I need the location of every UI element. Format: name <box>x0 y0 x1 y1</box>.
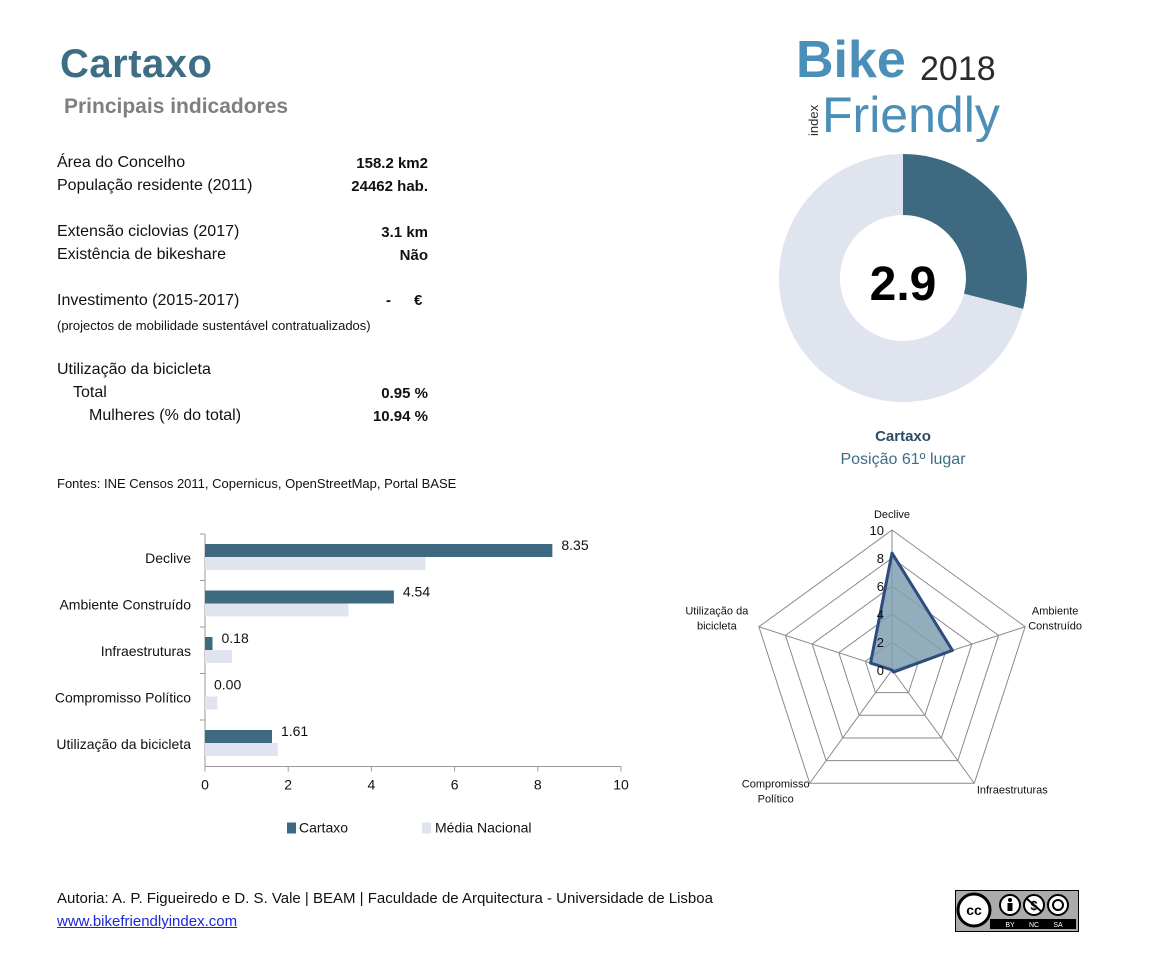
bar-cartaxo <box>205 590 394 604</box>
bar-category-label: Compromisso Político <box>55 690 191 706</box>
bikeshare-label: Existência de bikeshare <box>57 246 226 263</box>
radar-axis-label: Construído <box>1028 621 1082 633</box>
radar-axis-label: Utilização da <box>685 606 749 618</box>
donut-score-segment <box>903 154 1027 309</box>
investment-value: - <box>386 292 391 309</box>
radar-grid-ring <box>811 585 973 739</box>
footer-authors: Autoria: A. P. Figueiredo e D. S. Vale |… <box>57 890 713 907</box>
legend-swatch-cartaxo <box>287 822 296 834</box>
nc-icon: $ <box>1023 894 1045 916</box>
radar-tick-label: 6 <box>877 579 884 594</box>
page-subtitle: Principais indicadores <box>64 95 289 118</box>
bar-category-label: Declive <box>145 550 191 566</box>
radar-tick-label: 10 <box>870 523 884 538</box>
bar-media-nacional <box>205 696 218 710</box>
bar-data-label: 1.61 <box>281 723 308 739</box>
bar-category-label: Utilização da bicicleta <box>56 736 191 752</box>
bar-media-nacional <box>205 743 278 756</box>
radar-spoke <box>891 669 975 784</box>
area-value: 158.2 km2 <box>356 155 428 172</box>
license-badge: cc $ BY NC SA <box>955 890 1079 932</box>
svg-text:cc: cc <box>966 902 982 918</box>
bar-x-tick-label: 6 <box>451 777 459 793</box>
by-icon <box>999 894 1021 916</box>
bar-x-tick-label: 0 <box>201 777 209 793</box>
bar-x-tick-label: 8 <box>534 777 542 793</box>
nc-label: NC <box>1029 922 1039 929</box>
bar-chart: 0 2 4 6 8 10 Declive 8.35 Ambiente Construído 4.5… <box>55 533 629 836</box>
bike-friendly-logo: Bike 2018 index Friendly <box>782 31 1036 143</box>
logo-year: 2018 <box>920 50 996 88</box>
bar-x-tick-label: 2 <box>284 777 292 793</box>
score-donut: 2.9 <box>779 154 1027 402</box>
radar-tick-label: 2 <box>877 635 884 650</box>
bar-category-label: Ambiente Construído <box>59 597 191 613</box>
radar-axis-label: Político <box>758 793 794 805</box>
radar-tick-label: 8 <box>877 551 884 566</box>
investment-label: Investimento (2015-2017) <box>57 292 240 309</box>
sa-label: SA <box>1053 922 1063 929</box>
bar-cartaxo <box>205 637 213 650</box>
usage-women-value: 10.94 % <box>372 408 428 425</box>
area-label: Área do Concelho <box>57 154 186 171</box>
usage-total-value: 0.95 % <box>381 385 428 402</box>
by-label: BY <box>1005 922 1015 929</box>
donut-remaining-segment <box>779 154 1024 402</box>
website-link[interactable]: www.bikefriendlyindex.com <box>57 913 238 930</box>
usage-women-label: Mulheres (% do total) <box>89 407 242 424</box>
legend-label-media: Média Nacional <box>435 820 532 836</box>
page-title: Cartaxo <box>60 42 213 86</box>
cycleways-label: Extensão ciclovias (2017) <box>57 223 240 240</box>
usage-total-label: Total <box>73 384 107 401</box>
radar-series-cartaxo <box>869 551 954 674</box>
bikeshare-value: Não <box>399 247 428 264</box>
bar-data-label: 8.35 <box>561 537 588 553</box>
bar-category-label: Infraestruturas <box>101 643 191 659</box>
bar-data-label: 0.00 <box>214 677 241 693</box>
legend-label-cartaxo: Cartaxo <box>299 820 348 836</box>
bar-cartaxo <box>205 544 553 557</box>
radar-tick-label: 4 <box>877 607 884 622</box>
radar-grid-ring <box>758 529 1026 784</box>
bar-media-nacional <box>205 557 426 570</box>
radar-grid-ring <box>784 557 1000 762</box>
bar-x-tick-label: 4 <box>368 777 376 793</box>
cc-icon: cc <box>956 892 992 928</box>
score-municipality: Cartaxo <box>875 428 931 445</box>
bar-x-tick-label: 10 <box>613 777 629 793</box>
bar-data-label: 4.54 <box>403 584 430 600</box>
population-label: População residente (2011) <box>57 177 253 194</box>
radar-spoke <box>809 669 893 784</box>
bar-cartaxo <box>205 730 272 743</box>
radar-axis-label: Declive <box>874 509 910 521</box>
usage-title: Utilização da bicicleta <box>57 361 211 378</box>
radar-axis-label: Infraestruturas <box>977 784 1048 796</box>
legend-swatch-media <box>422 822 431 834</box>
population-value: 24462 hab. <box>351 178 428 195</box>
radar-tick-label: 0 <box>877 663 884 678</box>
radar-axis-label: Compromisso <box>742 778 810 790</box>
logo-word-friendly: Friendly <box>822 87 1000 142</box>
investment-note: (projectos de mobilidade sustentável con… <box>57 318 371 333</box>
radar-chart: 0 2 4 6 8 10 Declive Ambiente Construído Infraest… <box>685 509 1082 805</box>
cycleways-value: 3.1 km <box>381 224 428 241</box>
radar-axis-label: bicicleta <box>697 621 738 633</box>
score-rank: Posição 61º lugar <box>840 451 966 468</box>
radar-axis-label: Ambiente <box>1032 606 1078 618</box>
score-value: 2.9 <box>870 258 937 311</box>
bar-media-nacional <box>205 650 233 663</box>
bar-media-nacional <box>205 603 349 617</box>
investment-unit: € <box>414 292 423 309</box>
logo-side-word: index <box>806 104 821 136</box>
bar-data-label: 0.18 <box>221 630 248 646</box>
sa-icon <box>1047 894 1069 916</box>
sources-note: Fontes: INE Censos 2011, Copernicus, Ope… <box>57 476 457 491</box>
logo-word-bike: Bike <box>796 32 906 89</box>
